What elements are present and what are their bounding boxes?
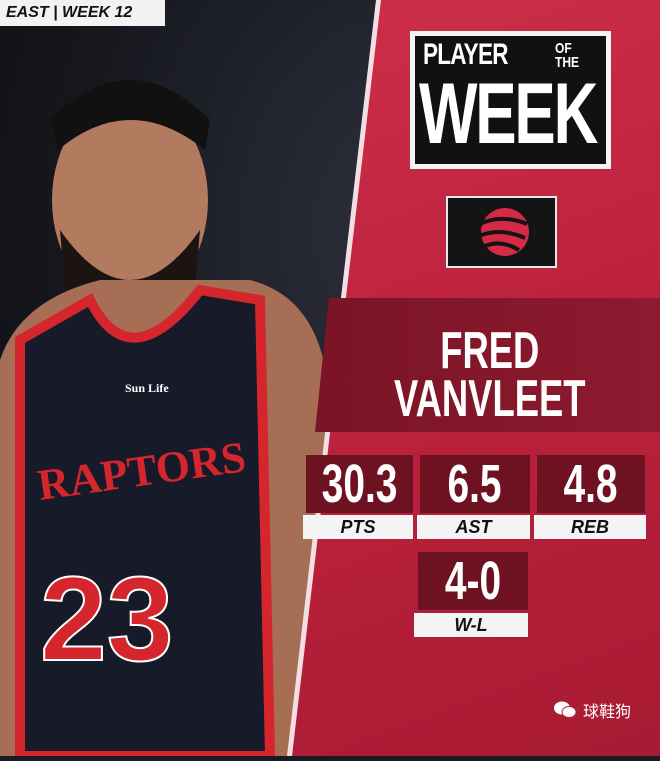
watermark-text: 球鞋狗 [583,702,632,721]
player-of-the-week-title: PLAYER OF THE WEEK [410,31,611,169]
raptors-logo [446,196,557,268]
title-of-the: OF THE [555,40,579,71]
title-week: WEEK [419,66,598,162]
player-first-name: FRED [440,322,540,380]
title-player: PLAYER [423,38,508,71]
title-of: OF [555,40,572,57]
stat-reb-value: 4.8 [537,455,645,513]
title-the: THE [555,54,579,71]
jersey-number: 23 [40,552,173,686]
watermark: 球鞋狗 [553,698,631,722]
player-last-name: VANVLEET [394,370,586,428]
stat-ast-value: 6.5 [420,455,530,513]
wechat-icon [554,701,577,718]
stat-pts-value: 30.3 [306,455,413,513]
stat-ast-label: AST [417,515,530,539]
conference-week-tag: EAST | WEEK 12 [0,0,165,26]
stat-pts-label: PTS [303,515,413,539]
stat-wl-value: 4-0 [418,552,528,610]
stat-reb-label: REB [534,515,646,539]
stat-wl-label: W-L [414,613,528,637]
basketball-claw-icon [471,208,529,256]
sponsor-text: Sun Life [125,381,169,395]
name-band [315,298,660,432]
